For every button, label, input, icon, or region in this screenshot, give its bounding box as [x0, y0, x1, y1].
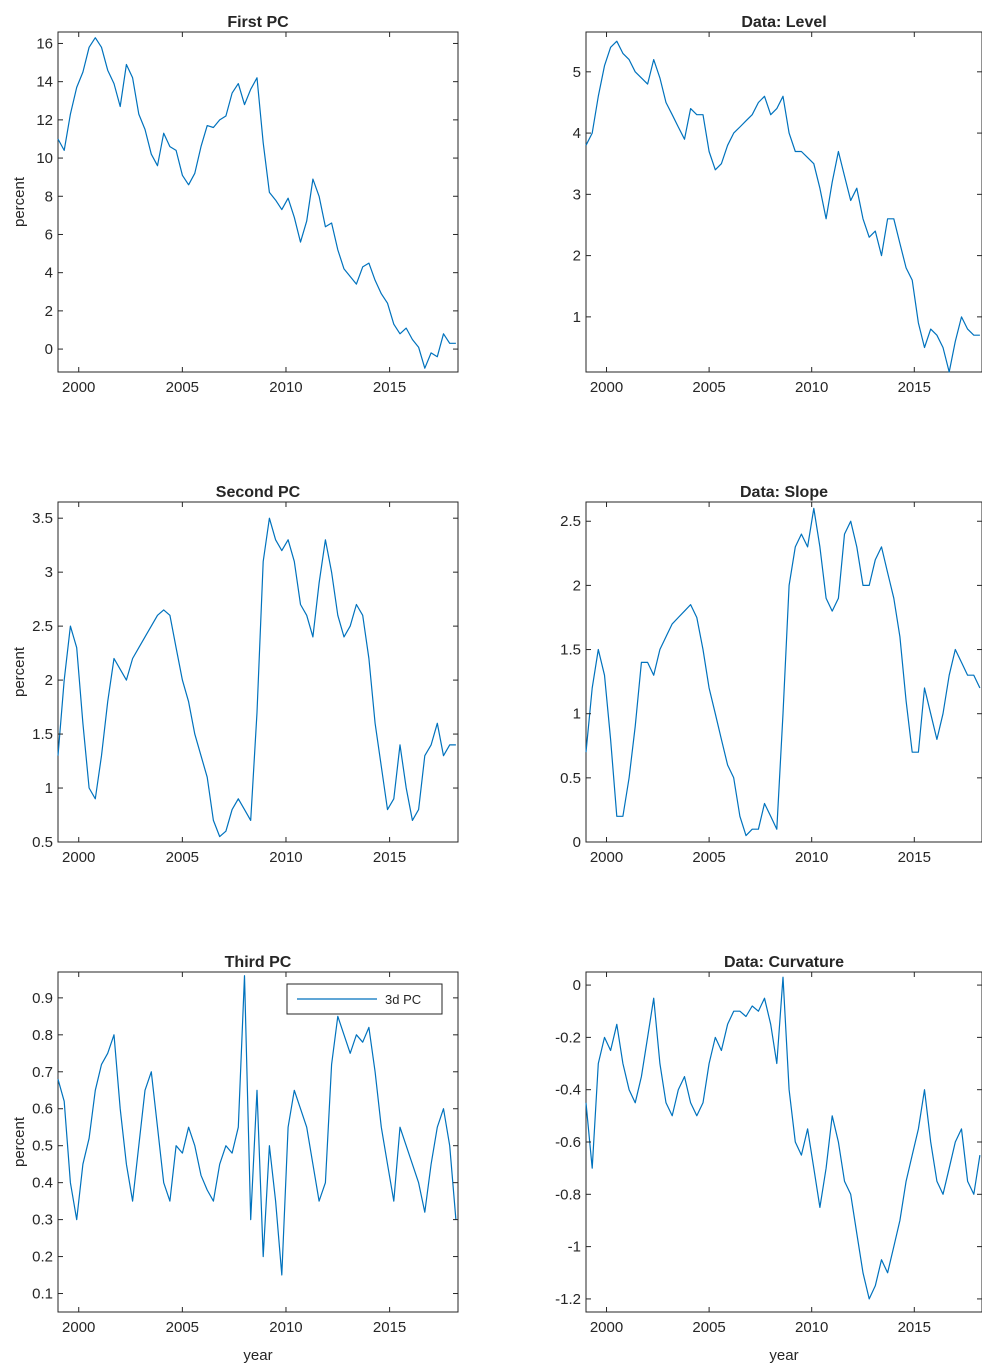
series-line-0: [57, 37, 456, 369]
y-tick-label: 2: [573, 577, 581, 594]
y-tick-label: 5: [573, 64, 581, 81]
y-tick-label: 4: [45, 265, 53, 282]
x-tick-label: 2000: [590, 1319, 623, 1336]
series-line-0: [585, 507, 981, 837]
y-tick-label: 0.5: [560, 770, 581, 787]
panel-data-curvature: Data: Curvature year 2000 2005 2010 2015 -1.…: [555, 954, 982, 1364]
panel-second-pc: Second PC percent 2000 2005 2010 2015 0.5 1 1.…: [11, 484, 459, 866]
y-tick-label: 0.8: [32, 1027, 53, 1044]
y-tick-label: -1.2: [555, 1291, 581, 1308]
x-axis-label: year: [243, 1347, 272, 1364]
panel-third-pc: Third PC percent year 2000 2005 2010 2015 0.…: [11, 954, 459, 1364]
y-tick-label: 0.4: [32, 1175, 53, 1192]
y-tick-label: 2: [45, 672, 53, 689]
y-tick-label: 0.2: [32, 1249, 53, 1266]
plot-area: [57, 501, 459, 843]
y-axis-label: percent: [11, 646, 28, 697]
series-line-0: [585, 40, 980, 373]
plot-area: [57, 971, 459, 1313]
y-tick-label: -0.2: [555, 1029, 581, 1046]
y-tick-label: 2: [573, 248, 581, 265]
x-tick-label: 2010: [269, 849, 302, 866]
x-tick-label: 2000: [590, 379, 623, 396]
x-tick-label: 2005: [166, 379, 199, 396]
y-tick-label: -1: [568, 1239, 581, 1256]
y-axis-label: percent: [11, 1116, 28, 1167]
y-tick-label: 0: [45, 341, 53, 358]
y-tick-label: 3.5: [32, 510, 53, 527]
y-tick-label: 0.6: [32, 1101, 53, 1118]
y-tick-label: 1.5: [32, 726, 53, 743]
x-tick-label: 2015: [373, 1319, 406, 1336]
y-tick-label: 0.5: [32, 834, 53, 851]
x-tick-label: 2000: [590, 849, 623, 866]
legend-label: 3d PC: [385, 992, 421, 1007]
y-tick-label: 1: [45, 780, 53, 797]
x-tick-label: 2010: [795, 849, 828, 866]
y-tick-label: 0.9: [32, 990, 53, 1007]
plot-area: [585, 31, 982, 373]
x-tick-label: 2010: [269, 1319, 302, 1336]
y-tick-label: 16: [36, 35, 53, 52]
panel-first-pc: First PC percent 2000 2005 2010 2015 0 2 4 6 8 10…: [11, 14, 459, 396]
y-tick-label: 0.3: [32, 1212, 53, 1229]
x-tick-label: 2015: [898, 379, 931, 396]
panel-title: Data: Slope: [740, 484, 828, 501]
panel-title: Second PC: [216, 484, 301, 501]
y-tick-label: 4: [573, 125, 581, 142]
plot-area: [585, 971, 982, 1313]
y-axis-label: percent: [11, 176, 28, 227]
x-tick-label: 2015: [373, 379, 406, 396]
x-tick-label: 2005: [692, 1319, 725, 1336]
series-line-0: [57, 517, 456, 838]
panel-title: Data: Level: [741, 14, 826, 31]
x-tick-label: 2005: [692, 849, 725, 866]
y-tick-label: 0: [573, 834, 581, 851]
panel-title: Third PC: [225, 954, 292, 971]
y-tick-label: 2: [45, 303, 53, 320]
x-tick-label: 2000: [62, 849, 95, 866]
y-tick-label: 10: [36, 150, 53, 167]
y-tick-label: 0.1: [32, 1286, 53, 1303]
panel-data-level: Data: Level 2000 2005 2010 2015 1 2 3 4 5: [573, 14, 982, 396]
x-tick-label: 2005: [692, 379, 725, 396]
panel-title: Data: Curvature: [724, 954, 844, 971]
y-tick-label: 14: [36, 74, 53, 91]
series-line-0: [57, 975, 457, 1276]
y-tick-label: 2.5: [560, 513, 581, 530]
y-tick-label: 1.5: [560, 642, 581, 659]
y-tick-label: 0.7: [32, 1064, 53, 1081]
x-tick-label: 2010: [795, 1319, 828, 1336]
x-tick-label: 2010: [795, 379, 828, 396]
x-axis-label: year: [769, 1347, 798, 1364]
x-tick-label: 2010: [269, 379, 302, 396]
x-tick-label: 2000: [62, 379, 95, 396]
series-line-0: [585, 976, 981, 1300]
panel-title: First PC: [227, 14, 289, 31]
x-tick-label: 2015: [898, 849, 931, 866]
y-tick-label: 1: [573, 309, 581, 326]
y-tick-label: 3: [45, 564, 53, 581]
y-tick-label: 0: [573, 977, 581, 994]
y-tick-label: 12: [36, 112, 53, 129]
y-tick-label: -0.4: [555, 1082, 581, 1099]
y-tick-label: 2.5: [32, 618, 53, 635]
x-tick-label: 2000: [62, 1319, 95, 1336]
y-tick-label: -0.6: [555, 1134, 581, 1151]
y-tick-label: 8: [45, 188, 53, 205]
plot-area: [585, 501, 982, 843]
x-tick-label: 2005: [166, 1319, 199, 1336]
y-tick-label: 3: [573, 186, 581, 203]
y-tick-label: 0.5: [32, 1138, 53, 1155]
y-tick-label: -0.8: [555, 1186, 581, 1203]
panel-data-slope: Data: Slope 2000 2005 2010 2015 0 0.5 1 1.5 2 2.5: [560, 484, 982, 866]
x-tick-label: 2015: [373, 849, 406, 866]
x-tick-label: 2015: [898, 1319, 931, 1336]
y-tick-label: 1: [573, 706, 581, 723]
y-tick-label: 6: [45, 226, 53, 243]
x-tick-label: 2005: [166, 849, 199, 866]
